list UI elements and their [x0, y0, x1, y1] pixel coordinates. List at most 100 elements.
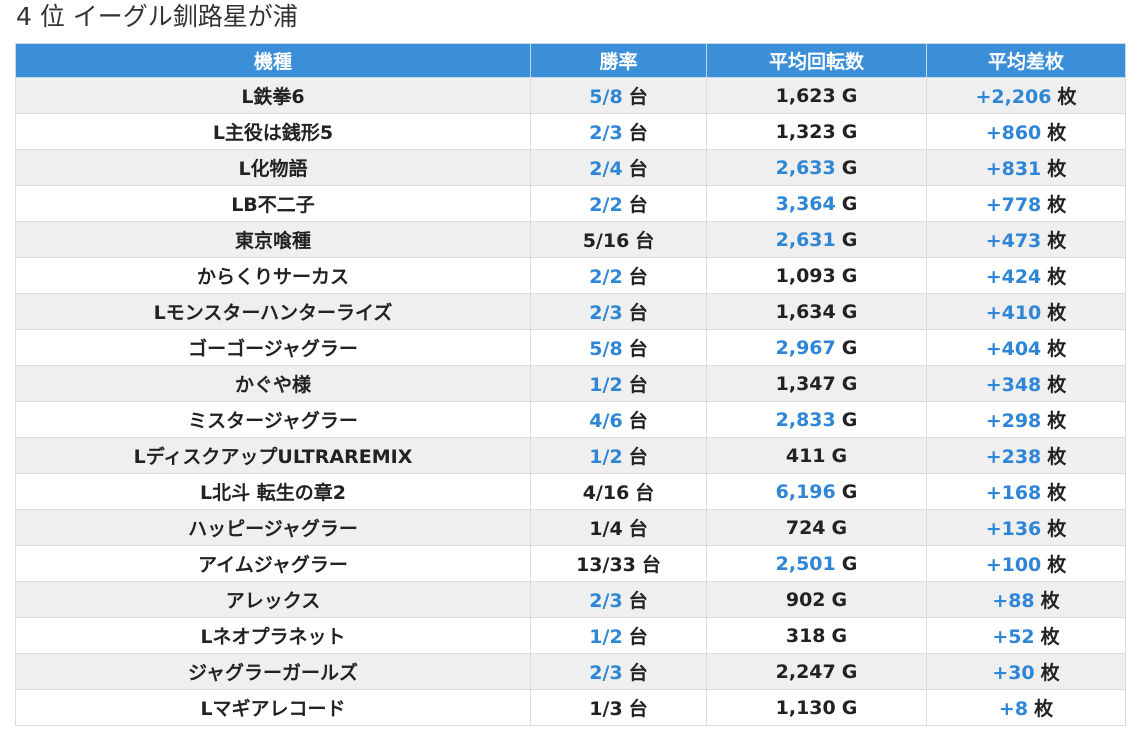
- avg-spins-cell-unit: G: [841, 192, 858, 215]
- win-rate-cell-value: 2/3: [589, 662, 623, 684]
- win-rate-cell-value: 1/4: [589, 518, 623, 540]
- avg-diff-cell: +404 枚: [926, 329, 1126, 366]
- table-row[interactable]: Lモンスターハンターライズ 2/3 台 1,634 G +410 枚: [15, 293, 1126, 330]
- machine-name-cell[interactable]: からくりサーカス: [15, 257, 531, 294]
- avg-spins-cell-value: 2,501: [775, 552, 836, 575]
- avg-spins-cell-value: 2,833: [775, 408, 836, 431]
- table-row[interactable]: ハッピージャグラー 1/4 台 724 G +136 枚: [15, 509, 1126, 546]
- win-rate-cell: 5/8 台: [530, 329, 707, 366]
- column-header-avg-spins[interactable]: 平均回転数: [706, 43, 927, 78]
- avg-diff-cell: +2,206 枚: [926, 77, 1126, 114]
- table-row[interactable]: ミスタージャグラー 4/6 台 2,833 G +298 枚: [15, 401, 1126, 438]
- avg-diff-cell-unit: 枚: [1047, 122, 1067, 144]
- win-rate-cell: 1/2 台: [530, 617, 707, 654]
- machine-name-cell[interactable]: LB不二子: [15, 185, 531, 222]
- table-row[interactable]: L主役は銭形5 2/3 台 1,323 G +860 枚: [15, 113, 1126, 150]
- avg-diff-cell-unit: 枚: [1047, 194, 1067, 216]
- avg-spins-cell: 1,323 G: [706, 113, 927, 150]
- avg-spins-cell-unit: G: [841, 480, 858, 503]
- avg-spins-cell-unit: G: [831, 624, 848, 647]
- avg-diff-cell: +52 枚: [926, 617, 1126, 654]
- machine-name-cell[interactable]: LディスクアップULTRAREMIX: [15, 437, 531, 474]
- avg-spins-cell-unit: G: [831, 516, 848, 539]
- avg-diff-cell: +136 枚: [926, 509, 1126, 546]
- avg-diff-cell-unit: 枚: [1040, 590, 1060, 612]
- machine-name-cell[interactable]: Lモンスターハンターライズ: [15, 293, 531, 330]
- table-row[interactable]: ゴーゴージャグラー 5/8 台 2,967 G +404 枚: [15, 329, 1126, 366]
- column-header-machine[interactable]: 機種: [15, 43, 531, 78]
- avg-diff-cell-value: +860: [985, 122, 1042, 144]
- table-row[interactable]: L北斗 転生の章2 4/16 台 6,196 G +168 枚: [15, 473, 1126, 510]
- table-row[interactable]: かぐや様 1/2 台 1,347 G +348 枚: [15, 365, 1126, 402]
- avg-diff-cell-value: +52: [992, 626, 1035, 648]
- avg-spins-cell: 2,967 G: [706, 329, 927, 366]
- avg-diff-cell-value: +100: [985, 554, 1042, 576]
- machine-name-cell[interactable]: かぐや様: [15, 365, 531, 402]
- table-row[interactable]: 東京喰種 5/16 台 2,631 G +473 枚: [15, 221, 1126, 258]
- column-header-win-rate[interactable]: 勝率: [530, 43, 707, 78]
- win-rate-cell: 2/3 台: [530, 113, 707, 150]
- avg-diff-cell-unit: 枚: [1047, 266, 1067, 288]
- machine-name-cell[interactable]: L化物語: [15, 149, 531, 186]
- avg-diff-cell: +100 枚: [926, 545, 1126, 582]
- machine-name-cell[interactable]: ミスタージャグラー: [15, 401, 531, 438]
- machine-name-cell[interactable]: ゴーゴージャグラー: [15, 329, 531, 366]
- win-rate-cell: 4/16 台: [530, 473, 707, 510]
- avg-diff-cell-value: +348: [985, 374, 1042, 396]
- avg-diff-cell-value: +238: [985, 446, 1042, 468]
- machine-name-cell[interactable]: ハッピージャグラー: [15, 509, 531, 546]
- machine-name-cell[interactable]: アレックス: [15, 581, 531, 618]
- avg-spins-cell: 2,833 G: [706, 401, 927, 438]
- avg-diff-cell-unit: 枚: [1047, 302, 1067, 324]
- table-row[interactable]: LディスクアップULTRAREMIX 1/2 台 411 G +238 枚: [15, 437, 1126, 474]
- avg-diff-cell-value: +168: [985, 482, 1042, 504]
- win-rate-cell-unit: 台: [628, 266, 648, 288]
- table-row[interactable]: ジャグラーガールズ 2/3 台 2,247 G +30 枚: [15, 653, 1126, 690]
- header-row: 機種 勝率 平均回転数 平均差枚: [15, 43, 1126, 78]
- machine-name-cell[interactable]: ジャグラーガールズ: [15, 653, 531, 690]
- avg-diff-cell-unit: 枚: [1047, 554, 1067, 576]
- machine-name-cell[interactable]: アイムジャグラー: [15, 545, 531, 582]
- win-rate-cell-value: 2/3: [589, 590, 623, 612]
- avg-diff-cell-value: +88: [992, 590, 1035, 612]
- column-header-avg-diff[interactable]: 平均差枚: [926, 43, 1126, 78]
- avg-spins-cell: 411 G: [706, 437, 927, 474]
- avg-diff-cell-unit: 枚: [1047, 410, 1067, 432]
- machine-name-cell[interactable]: L北斗 転生の章2: [15, 473, 531, 510]
- avg-diff-cell-value: +473: [985, 230, 1042, 252]
- win-rate-cell-unit: 台: [628, 662, 648, 684]
- avg-diff-cell-value: +2,206: [975, 86, 1052, 108]
- win-rate-cell-unit: 台: [628, 338, 648, 360]
- avg-spins-cell-value: 2,633: [775, 156, 836, 179]
- table-row[interactable]: Lマギアレコード 1/3 台 1,130 G +8 枚: [15, 689, 1126, 726]
- win-rate-cell-value: 1/3: [589, 698, 623, 720]
- avg-spins-cell-value: 2,631: [775, 228, 836, 251]
- avg-diff-cell-unit: 枚: [1040, 626, 1060, 648]
- table-row[interactable]: Lネオプラネット 1/2 台 318 G +52 枚: [15, 617, 1126, 654]
- machine-name-cell[interactable]: L主役は銭形5: [15, 113, 531, 150]
- table-row[interactable]: LB不二子 2/2 台 3,364 G +778 枚: [15, 185, 1126, 222]
- avg-spins-cell-unit: G: [841, 660, 858, 683]
- table-row[interactable]: L化物語 2/4 台 2,633 G +831 枚: [15, 149, 1126, 186]
- machine-name-cell[interactable]: Lネオプラネット: [15, 617, 531, 654]
- avg-spins-cell-value: 1,634: [775, 300, 836, 323]
- win-rate-cell: 2/3 台: [530, 653, 707, 690]
- win-rate-cell-value: 4/16: [582, 482, 630, 504]
- table-row[interactable]: アレックス 2/3 台 902 G +88 枚: [15, 581, 1126, 618]
- table-row[interactable]: L鉄拳6 5/8 台 1,623 G +2,206 枚: [15, 77, 1126, 114]
- table-body: L鉄拳6 5/8 台 1,623 G +2,206 枚 L主役は銭形5 2/3 台 1,323 G +8…: [15, 77, 1126, 726]
- machine-name-cell[interactable]: L鉄拳6: [15, 77, 531, 114]
- avg-spins-cell-unit: G: [841, 696, 858, 719]
- table-row[interactable]: アイムジャグラー 13/33 台 2,501 G +100 枚: [15, 545, 1126, 582]
- avg-spins-cell-unit: G: [831, 588, 848, 611]
- avg-diff-cell-unit: 枚: [1047, 518, 1067, 540]
- table-row[interactable]: からくりサーカス 2/2 台 1,093 G +424 枚: [15, 257, 1126, 294]
- machine-name-cell[interactable]: 東京喰種: [15, 221, 531, 258]
- avg-diff-cell: +30 枚: [926, 653, 1126, 690]
- win-rate-cell-unit: 台: [628, 86, 648, 108]
- avg-spins-cell: 2,501 G: [706, 545, 927, 582]
- win-rate-cell-value: 4/6: [589, 410, 623, 432]
- avg-diff-cell-value: +410: [985, 302, 1042, 324]
- machine-name-cell[interactable]: Lマギアレコード: [15, 689, 531, 726]
